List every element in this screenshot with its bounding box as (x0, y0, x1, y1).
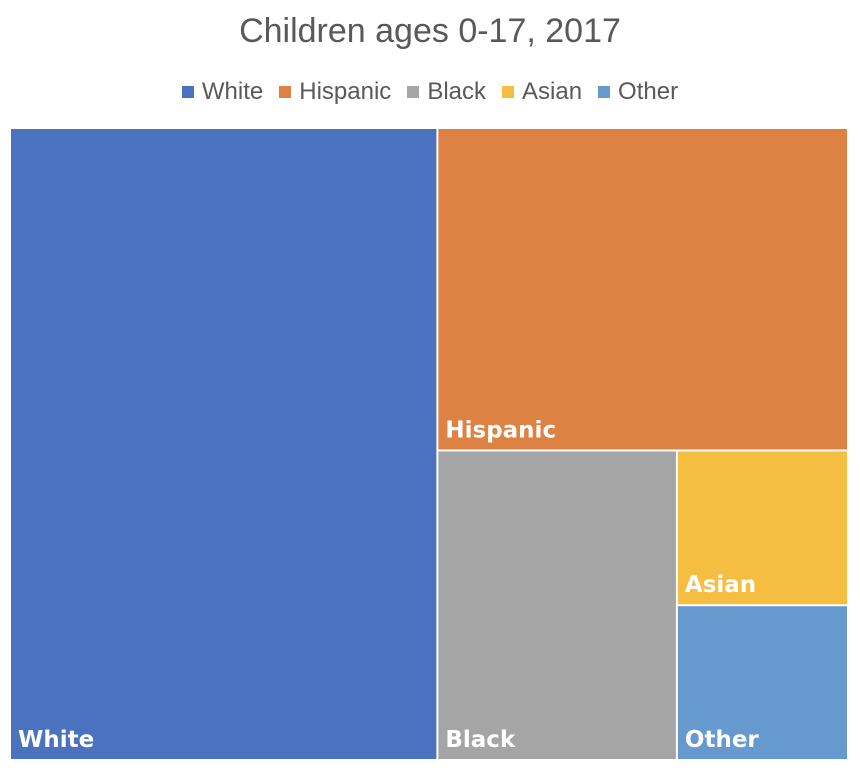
legend-swatch-black (407, 86, 420, 98)
legend-label-asian: Asian (522, 78, 583, 105)
legend-item-asian: Asian (502, 78, 582, 106)
tile-black (438, 451, 676, 759)
tile-other (677, 606, 847, 759)
tile-white (11, 129, 437, 759)
legend-label-other: Other (618, 78, 679, 105)
tile-label-black: Black (445, 727, 516, 753)
legend-swatch-white (181, 86, 194, 98)
legend-item-other: Other (598, 78, 678, 106)
legend-swatch-asian (502, 86, 514, 98)
legend: White Hispanic Black Asian Other (0, 78, 860, 106)
legend-swatch-hispanic (279, 86, 292, 98)
legend-swatch-other (598, 86, 611, 98)
legend-item-black: Black (407, 78, 486, 106)
tile-hispanic (438, 129, 847, 450)
legend-item-hispanic: Hispanic (279, 78, 391, 106)
legend-label-black: Black (427, 78, 486, 105)
legend-label-white: White (201, 78, 264, 105)
legend-item-white: White (181, 78, 264, 106)
legend-label-hispanic: Hispanic (299, 78, 392, 105)
tile-label-asian: Asian (685, 572, 756, 598)
tile-label-hispanic: Hispanic (445, 417, 556, 443)
chart-title: Children ages 0-17, 2017 (239, 12, 621, 50)
tile-asian (677, 451, 847, 605)
tile-label-white: White (18, 727, 94, 753)
tile-label-other: Other (685, 727, 760, 753)
